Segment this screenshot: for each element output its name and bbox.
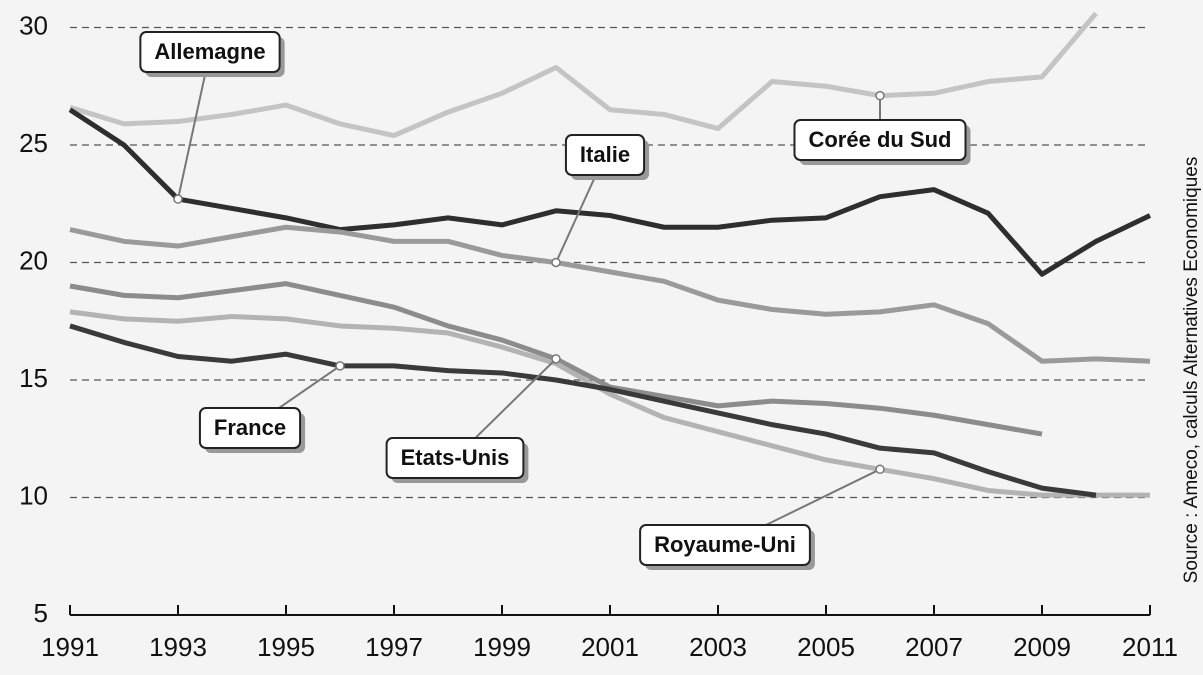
x-tick-label: 1995 <box>257 632 315 662</box>
legend-label: Etats-Unis <box>401 445 510 470</box>
y-tick-label: 30 <box>19 10 48 40</box>
label-box <box>793 119 967 161</box>
leader-dot <box>551 354 561 364</box>
series-label: Royaume-Uni <box>639 524 815 570</box>
leader-dot <box>875 90 885 101</box>
x-tick-label: 2007 <box>905 632 963 662</box>
leader-dot <box>875 464 885 475</box>
series-line <box>69 309 1150 498</box>
x-tick-label: 1999 <box>473 632 531 662</box>
y-tick-label: 15 <box>19 363 48 393</box>
x-tick-label: 1993 <box>149 632 207 662</box>
label-box <box>639 524 811 566</box>
series-line <box>69 323 1097 498</box>
y-tick-label: 25 <box>19 128 48 158</box>
y-tick-label: 5 <box>34 598 48 628</box>
x-tick-label: 2001 <box>581 632 639 662</box>
series-label: France <box>198 407 306 453</box>
legend-label: Allemagne <box>154 39 265 64</box>
series-label: Allemagne <box>139 31 285 77</box>
series-label: Italie <box>564 134 650 180</box>
label-box <box>198 407 302 449</box>
legend-label: Royaume-Uni <box>654 532 796 557</box>
x-tick-label: 1997 <box>365 632 423 662</box>
source: Source : Ameco, calculs Alternatives Eco… <box>1181 157 1202 584</box>
legend-label: Italie <box>580 142 630 167</box>
series-label: Etats-Unis <box>385 437 529 483</box>
label-box <box>139 31 281 73</box>
y-tick-label: 20 <box>19 245 48 275</box>
y-tick-label: 10 <box>19 480 48 510</box>
legend-label: Corée du Sud <box>808 127 951 152</box>
x-tick-label: 1991 <box>41 632 99 662</box>
label-box <box>385 437 525 479</box>
leader-dot <box>173 194 183 204</box>
legend-label: France <box>214 415 286 440</box>
series-line <box>69 224 1151 364</box>
x-tick-label: 2003 <box>689 632 747 662</box>
label-box <box>564 134 646 176</box>
series-line <box>69 11 1098 139</box>
leader-dot <box>335 361 345 371</box>
x-tick-label: 2011 <box>1122 632 1178 662</box>
series-label: Corée du Sud <box>793 119 971 165</box>
leader-dot <box>551 257 561 268</box>
series-line <box>68 107 1152 277</box>
x-tick-label: 2005 <box>797 632 855 662</box>
x-tick-label: 2009 <box>1013 632 1071 662</box>
